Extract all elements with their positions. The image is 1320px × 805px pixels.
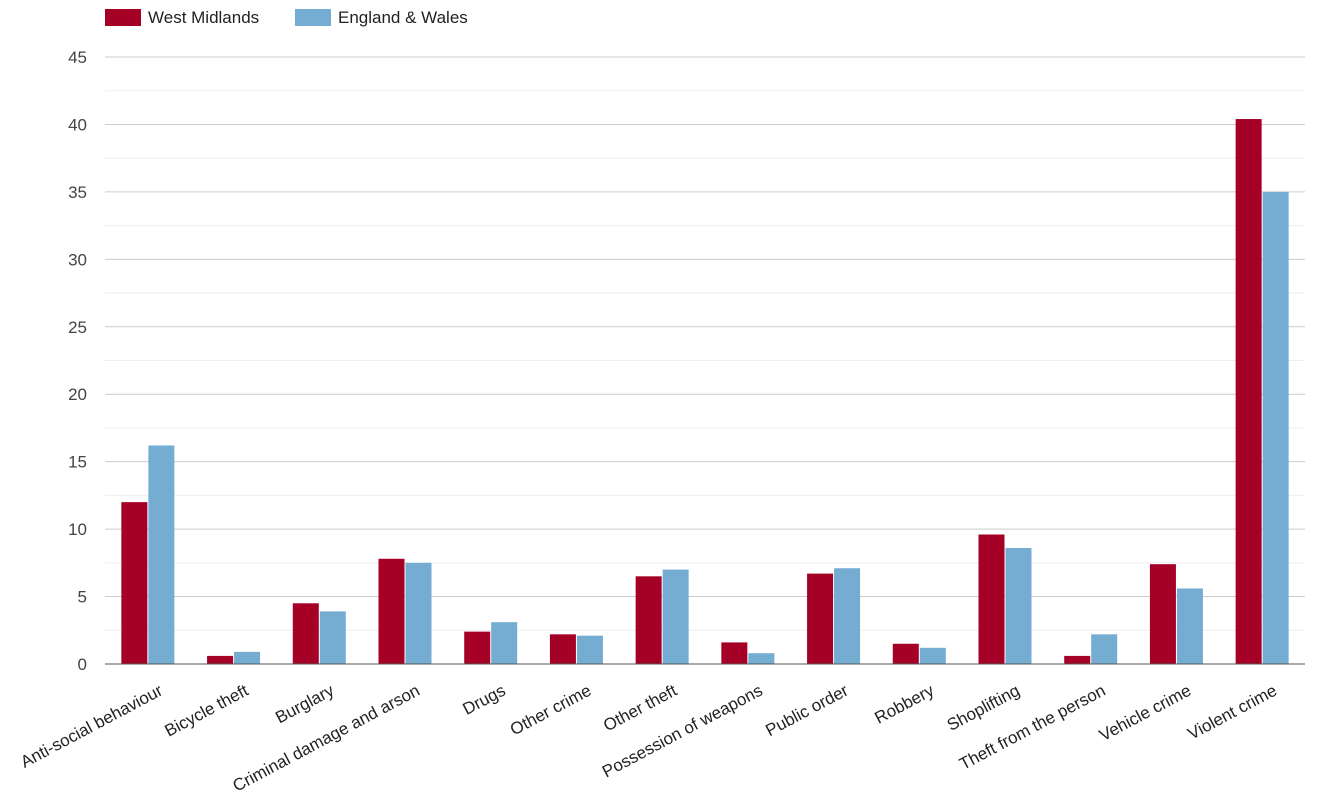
y-tick-label: 0 (78, 655, 87, 674)
bar-england-wales (834, 568, 861, 664)
y-tick-label: 30 (68, 250, 87, 269)
bar-west-midlands (1235, 119, 1262, 664)
bar-england-wales (405, 562, 432, 664)
x-tick-label: Drugs (460, 681, 509, 719)
x-tick-label: Bicycle theft (162, 681, 252, 741)
bar-west-midlands (549, 634, 576, 664)
bar-england-wales (319, 611, 346, 664)
bar-england-wales (1005, 547, 1032, 664)
y-tick-label: 40 (68, 115, 87, 134)
bar-england-wales (148, 445, 175, 664)
x-tick-label: Theft from the person (956, 681, 1108, 774)
bar-england-wales (491, 622, 518, 664)
bar-west-midlands (1064, 655, 1091, 664)
y-tick-label: 35 (68, 183, 87, 202)
bar-england-wales (1176, 588, 1203, 664)
x-tick-label: Other crime (507, 681, 594, 739)
bar-england-wales (1091, 634, 1118, 664)
legend-swatch (105, 9, 141, 26)
bar-england-wales (1262, 191, 1289, 664)
legend-item-england-wales[interactable]: England & Wales (295, 8, 468, 27)
bars (121, 119, 1289, 664)
y-tick-label: 5 (78, 588, 87, 607)
x-tick-label: Anti-social behaviour (17, 681, 166, 772)
legend-item-west-midlands[interactable]: West Midlands (105, 8, 259, 27)
bar-west-midlands (292, 603, 319, 664)
x-tick-label: Violent crime (1185, 681, 1280, 744)
bar-west-midlands (378, 558, 405, 664)
y-tick-label: 10 (68, 520, 87, 539)
x-tick-label: Vehicle crime (1096, 681, 1194, 745)
x-tick-label: Robbery (872, 681, 938, 728)
bar-west-midlands (721, 642, 748, 664)
y-tick-label: 15 (68, 453, 87, 472)
bar-england-wales (919, 647, 946, 664)
bar-west-midlands (892, 643, 919, 664)
bar-england-wales (662, 569, 689, 664)
bar-west-midlands (464, 631, 491, 664)
y-tick-label: 45 (68, 48, 87, 67)
x-tick-label: Shoplifting (944, 681, 1023, 735)
y-tick-label: 20 (68, 385, 87, 404)
y-axis: 0 5 10 15 20 25 30 35 40 45 (68, 48, 87, 674)
bar-west-midlands (121, 502, 148, 664)
x-tick-label: Possession of weapons (599, 681, 766, 782)
x-tick-label: Public order (762, 681, 851, 741)
gridlines (105, 56, 1305, 631)
legend-label: England & Wales (338, 8, 468, 27)
legend-label: West Midlands (148, 8, 259, 27)
bar-west-midlands (1149, 564, 1176, 664)
bar-england-wales (576, 635, 603, 664)
bar-west-midlands (807, 573, 834, 664)
bar-west-midlands (978, 534, 1005, 664)
bar-england-wales (748, 653, 775, 664)
legend: West Midlands England & Wales (105, 8, 468, 27)
bar-west-midlands (635, 576, 662, 664)
bar-england-wales (234, 651, 261, 664)
bar-west-midlands (207, 655, 234, 664)
legend-swatch (295, 9, 331, 26)
y-tick-label: 25 (68, 318, 87, 337)
x-tick-label: Burglary (272, 681, 337, 728)
